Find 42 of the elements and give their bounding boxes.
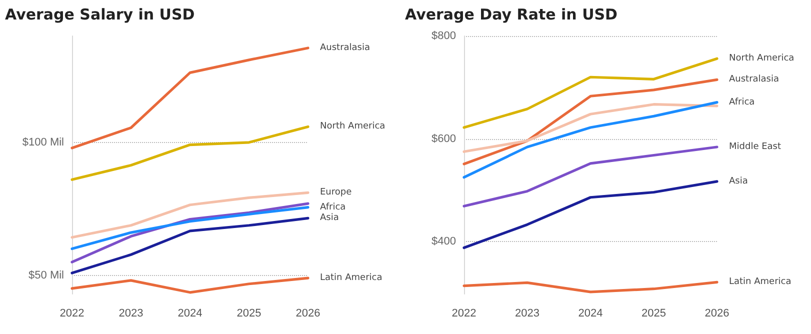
x-tick-label: 2023	[515, 308, 540, 320]
series-label: Asia	[729, 176, 748, 186]
y-tick-label: $400	[432, 236, 456, 248]
series-label: Middle East	[729, 142, 782, 152]
line-series	[70, 216, 310, 274]
series-label: Latin America	[320, 273, 382, 284]
x-tick-label: 2026	[296, 308, 320, 320]
x-tick-label: 2022	[452, 308, 476, 320]
line-series	[462, 57, 718, 129]
line-series	[70, 191, 310, 239]
line-series	[462, 146, 718, 208]
x-tick-label: 2025	[642, 308, 666, 320]
x-tick-label: 2024	[578, 308, 603, 320]
series-label: Australasia	[320, 42, 370, 53]
x-tick-label: 2025	[236, 308, 262, 320]
x-tick-label: 2024	[178, 308, 202, 320]
x-tick-label: 2022	[60, 308, 84, 320]
y-tick-label: $600	[432, 132, 456, 145]
series-label: North America	[729, 54, 794, 64]
series-label: Australasia	[729, 74, 780, 85]
line-series	[70, 125, 310, 181]
chart-title: Average Day Rate in USD	[405, 6, 618, 24]
line-series	[462, 280, 718, 294]
series-label: Africa	[320, 202, 346, 212]
line-series	[70, 46, 310, 150]
line-series	[462, 103, 718, 153]
line-series	[462, 101, 718, 179]
line-series	[70, 276, 310, 294]
x-tick-label: 2023	[118, 308, 144, 320]
y-tick-label: $50 Mil	[28, 269, 64, 282]
series-label: Africa	[729, 97, 755, 108]
y-tick-label: $800	[432, 30, 456, 42]
series-label: North America	[320, 122, 386, 132]
y-tick-label: $100 Mil	[22, 136, 64, 148]
x-tick-label: 2026	[704, 308, 730, 320]
series-label: Asia	[320, 213, 339, 224]
series-label: Latin America	[729, 277, 792, 288]
line-series	[70, 206, 310, 250]
line-series	[462, 78, 718, 166]
chart-title: Average Salary in USD	[5, 6, 195, 24]
series-label: Europe	[320, 188, 352, 198]
line-series	[462, 180, 718, 250]
